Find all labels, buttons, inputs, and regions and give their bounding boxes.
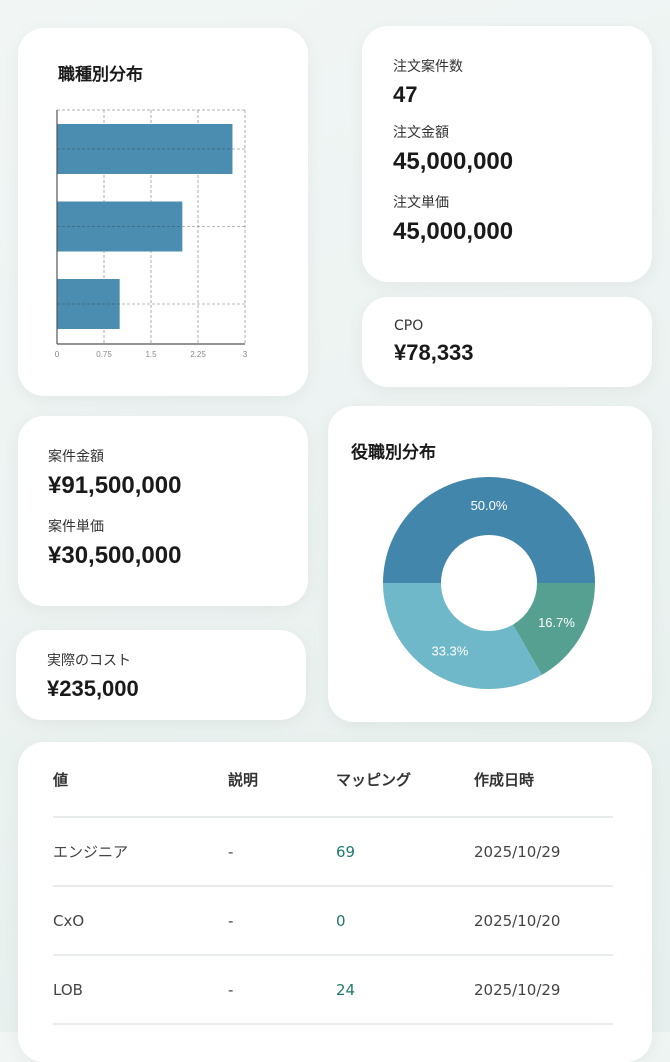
deal-unit-value: ¥30,500,000 <box>48 542 182 569</box>
cpo-value: ¥78,333 <box>394 340 474 365</box>
cpo-label: CPO <box>394 318 424 334</box>
column-header[interactable]: マッピング <box>336 742 474 818</box>
column-header[interactable]: 説明 <box>228 742 336 818</box>
table-cell: 2025/10/20 <box>474 886 613 956</box>
table-cell: エンジニア <box>53 817 228 887</box>
cost-label: 実際のコスト <box>47 653 131 669</box>
values-table: 値説明 マッピング 作成日時 エンジニア -69 2025/10/29 CxO -0 2025… <box>53 742 613 1025</box>
x-tick-label: 2.25 <box>190 350 206 359</box>
x-tick-label: 3 <box>243 350 248 359</box>
bar <box>57 201 183 252</box>
job-type-title: 職種別分布 <box>58 65 143 85</box>
column-header[interactable]: 作成日時 <box>474 742 613 818</box>
table-cell: CxO <box>53 886 228 956</box>
slice-label: 50.0% <box>471 498 508 513</box>
table-cell: - <box>228 955 336 1025</box>
column-header[interactable]: 値 <box>53 742 228 818</box>
deal-amount-value: ¥91,500,000 <box>48 472 182 499</box>
role-title: 役職別分布 <box>351 443 436 463</box>
deal-unit-label: 案件単価 <box>48 519 104 535</box>
order-unit-label: 注文単価 <box>393 195 449 211</box>
table-cell: 2025/10/29 <box>474 817 613 887</box>
bar <box>57 124 233 174</box>
role-donut-chart: 50.0% 16.7% 33.3% <box>383 477 595 689</box>
job-type-bar-chart: 0 0.75 1.5 2.25 3 <box>55 109 248 359</box>
table-cell: - <box>228 817 336 887</box>
table-cell: 24 <box>336 955 474 1025</box>
cost-value: ¥235,000 <box>47 676 139 701</box>
x-tick-label: 0.75 <box>96 350 112 359</box>
order-amount-value: 45,000,000 <box>393 148 514 175</box>
bar <box>57 279 120 329</box>
order-unit-value: 45,000,000 <box>393 218 514 245</box>
x-tick-label: 0 <box>55 350 60 359</box>
order-amount-label: 注文金額 <box>393 125 449 141</box>
orders-card: 注文案件数 47 注文金額 45,000,000 注文単価 45,000,000 <box>362 26 652 282</box>
donut-slice <box>512 583 595 675</box>
values-table-card: 値説明 マッピング 作成日時 エンジニア -69 2025/10/29 CxO -0 2025… <box>18 742 652 1062</box>
donut-slice <box>383 477 595 583</box>
table-cell: 2025/10/29 <box>474 955 613 1025</box>
table-cell: 0 <box>336 886 474 956</box>
cost-card: 実際のコスト ¥235,000 <box>16 630 306 720</box>
table-cell: - <box>228 886 336 956</box>
slice-label: 33.3% <box>431 644 468 659</box>
order-count-label: 注文案件数 <box>393 59 463 75</box>
deal-amount-label: 案件金額 <box>48 449 104 465</box>
donut-slice <box>383 583 542 689</box>
job-type-card: 職種別分布 0 0.75 1.5 2.25 3 <box>18 28 308 396</box>
table-cell: LOB <box>53 955 228 1025</box>
x-tick-label: 1.5 <box>145 350 157 359</box>
table-cell: 69 <box>336 817 474 887</box>
table-row[interactable]: エンジニア -69 2025/10/29 <box>53 817 613 887</box>
table-row[interactable]: CxO -0 2025/10/20 <box>53 886 613 956</box>
order-count-value: 47 <box>393 82 418 107</box>
slice-label: 16.7% <box>538 615 575 630</box>
cpo-card: CPO ¥78,333 <box>362 297 652 387</box>
table-row[interactable]: LOB -24 2025/10/29 <box>53 955 613 1025</box>
deals-card: 案件金額 ¥91,500,000 案件単価 ¥30,500,000 <box>18 416 308 606</box>
role-card: 役職別分布 50.0% 16.7% 33.3% <box>328 406 652 722</box>
